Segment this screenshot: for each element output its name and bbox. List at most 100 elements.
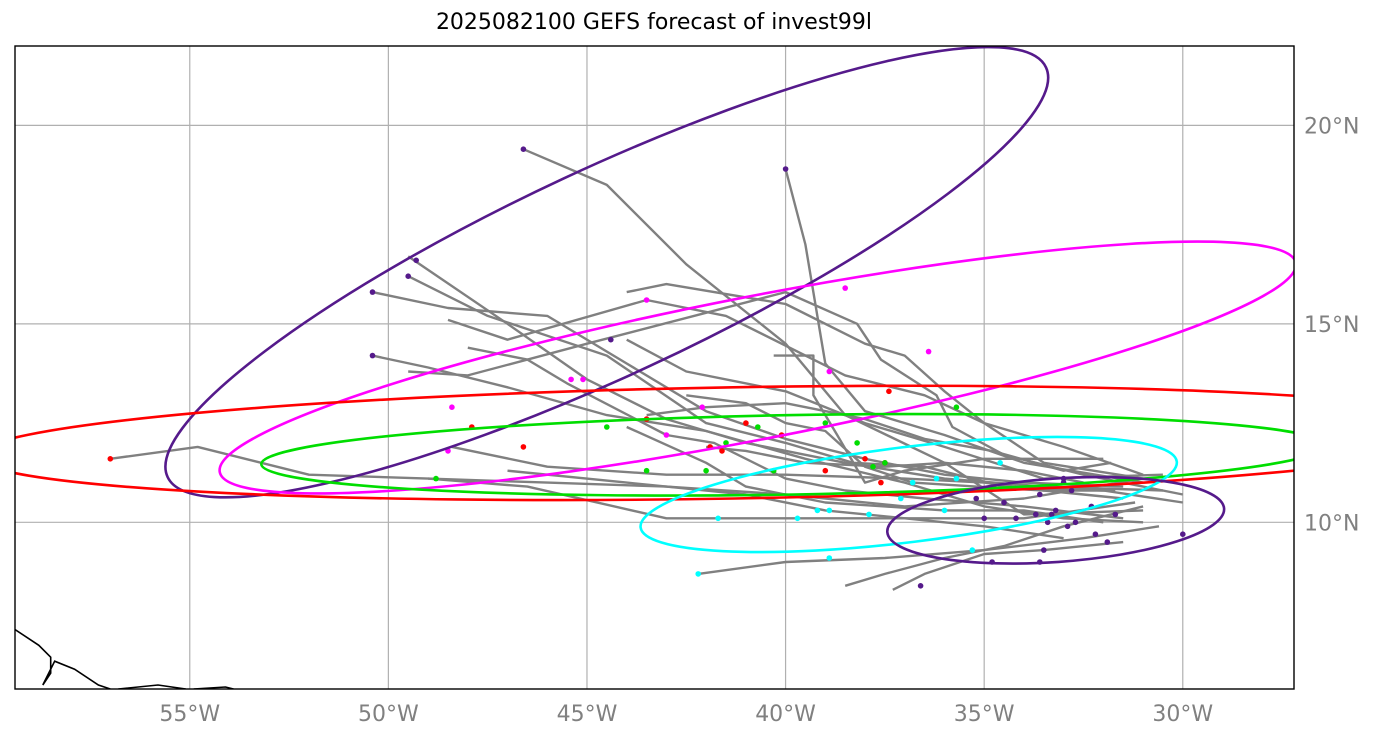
map-title: 2025082100 GEFS forecast of invest99l xyxy=(435,10,873,35)
forecast-point-day1 xyxy=(898,495,904,502)
forecast-point-day2 xyxy=(854,440,860,446)
forecast-point-day5 xyxy=(782,166,789,172)
forecast-point-day2 xyxy=(953,404,960,411)
forecast-point-day3 xyxy=(822,467,829,474)
probability-ellipse-start xyxy=(885,475,1226,565)
forecast-point-day2 xyxy=(822,420,829,426)
forecast-point-day4 xyxy=(699,404,705,411)
forecast-point-day2 xyxy=(643,467,650,474)
ensemble-track xyxy=(428,477,1136,520)
ensemble-track xyxy=(626,425,1104,524)
forecast-point-day4 xyxy=(925,348,932,355)
forecast-points xyxy=(107,146,1186,589)
forecast-point-day1 xyxy=(826,555,833,561)
probability-ellipse-day4 xyxy=(218,240,1294,495)
ensemble-track xyxy=(372,354,1144,524)
forecast-point-day3 xyxy=(886,388,892,395)
forecast-point-day4 xyxy=(568,376,574,383)
forecast-point-day5 xyxy=(917,583,924,589)
forecast-point-day5 xyxy=(1068,487,1075,494)
probability-ellipse-day1 xyxy=(639,435,1179,554)
forecast-point-day5 xyxy=(1013,515,1019,522)
coastline-segment xyxy=(15,628,111,689)
forecast-point-day1 xyxy=(814,507,821,514)
forecast-point-day5 xyxy=(1001,499,1007,506)
forecast-point-day5 xyxy=(973,495,979,502)
forecast-point-day4 xyxy=(580,376,586,383)
forecast-point-day1 xyxy=(866,511,872,518)
lat-tick-label: 20°N xyxy=(1304,114,1359,139)
forecast-point-day3 xyxy=(719,448,725,454)
forecast-point-day1 xyxy=(997,460,1003,466)
coastline-segment xyxy=(118,684,186,689)
lon-tick-label: 35°W xyxy=(954,702,1015,727)
forecast-point-day2 xyxy=(604,424,610,430)
ensemble-track xyxy=(467,346,1124,520)
forecast-point-day5 xyxy=(369,352,376,359)
forecast-point-day1 xyxy=(969,547,976,553)
forecast-point-day1 xyxy=(953,475,960,482)
forecast-point-day5 xyxy=(1112,511,1119,518)
forecast-point-day5 xyxy=(1048,511,1055,518)
forecast-point-day5 xyxy=(1092,531,1099,537)
coastline xyxy=(15,628,234,689)
lon-tick-label: 40°W xyxy=(755,702,816,727)
forecast-point-day2 xyxy=(755,424,761,430)
forecast-point-day1 xyxy=(909,479,916,486)
forecast-point-day2 xyxy=(723,440,729,446)
lon-tick-label: 50°W xyxy=(358,702,419,727)
forecast-point-day5 xyxy=(413,257,420,264)
forecast-point-day1 xyxy=(695,571,701,577)
forecast-point-day3 xyxy=(878,479,884,486)
forecast-point-day5 xyxy=(1064,523,1071,530)
ensemble-track xyxy=(507,469,1064,540)
forecast-point-day5 xyxy=(1044,519,1051,526)
forecast-point-day5 xyxy=(608,336,614,343)
forecast-point-day1 xyxy=(715,515,721,522)
lat-tick-label: 10°N xyxy=(1304,511,1359,536)
forecast-point-day1 xyxy=(933,475,940,482)
forecast-point-day2 xyxy=(433,475,439,482)
forecast-point-day5 xyxy=(520,146,527,152)
graticule xyxy=(15,46,1294,689)
forecast-point-day5 xyxy=(1180,531,1186,537)
ensemble-track xyxy=(705,445,1084,484)
forecast-point-day1 xyxy=(941,507,948,514)
forecast-point-day3 xyxy=(743,420,749,426)
map-frame xyxy=(14,45,1295,690)
forecast-point-day1 xyxy=(794,515,801,522)
probability-ellipse-day2 xyxy=(259,412,1294,497)
forecast-point-day5 xyxy=(405,273,412,280)
axis-labels: 55°W 50°W 45°W 40°W 35°W 30°W 10°N 15°N 20°N xyxy=(159,114,1359,727)
forecast-point-day5 xyxy=(1033,511,1039,518)
forecast-point-day5 xyxy=(1052,507,1059,514)
lon-tick-label: 30°W xyxy=(1152,702,1213,727)
forecast-point-day4 xyxy=(663,432,670,438)
forecast-point-day2 xyxy=(703,467,709,474)
forecast-point-day5 xyxy=(1104,539,1111,545)
probability-ellipse-day5 xyxy=(164,46,1050,499)
lat-tick-label: 15°N xyxy=(1304,313,1359,338)
forecast-point-day4 xyxy=(449,404,455,411)
forecast-point-day4 xyxy=(842,285,848,291)
ensemble-track xyxy=(892,540,1124,591)
forecast-point-day5 xyxy=(981,515,987,522)
forecast-point-day2 xyxy=(870,463,876,470)
probability-ellipse-day3 xyxy=(15,384,1294,502)
ensemble-track xyxy=(110,445,1144,508)
lon-tick-label: 45°W xyxy=(557,702,618,727)
forecast-point-day2 xyxy=(882,460,888,466)
forecast-point-day3 xyxy=(862,456,868,462)
forecast-point-day5 xyxy=(1037,491,1043,498)
ensemble-track xyxy=(773,354,1104,484)
forecast-point-day4 xyxy=(826,368,833,375)
ensemble-track xyxy=(784,168,1144,484)
forecast-point-day4 xyxy=(643,297,650,303)
lon-tick-label: 55°W xyxy=(159,702,220,727)
ensemble-track xyxy=(626,282,1144,476)
forecast-point-day5 xyxy=(369,289,376,295)
forecast-point-day1 xyxy=(826,507,833,514)
ensemble-track xyxy=(447,298,1144,480)
ensemble-track xyxy=(646,402,1112,472)
